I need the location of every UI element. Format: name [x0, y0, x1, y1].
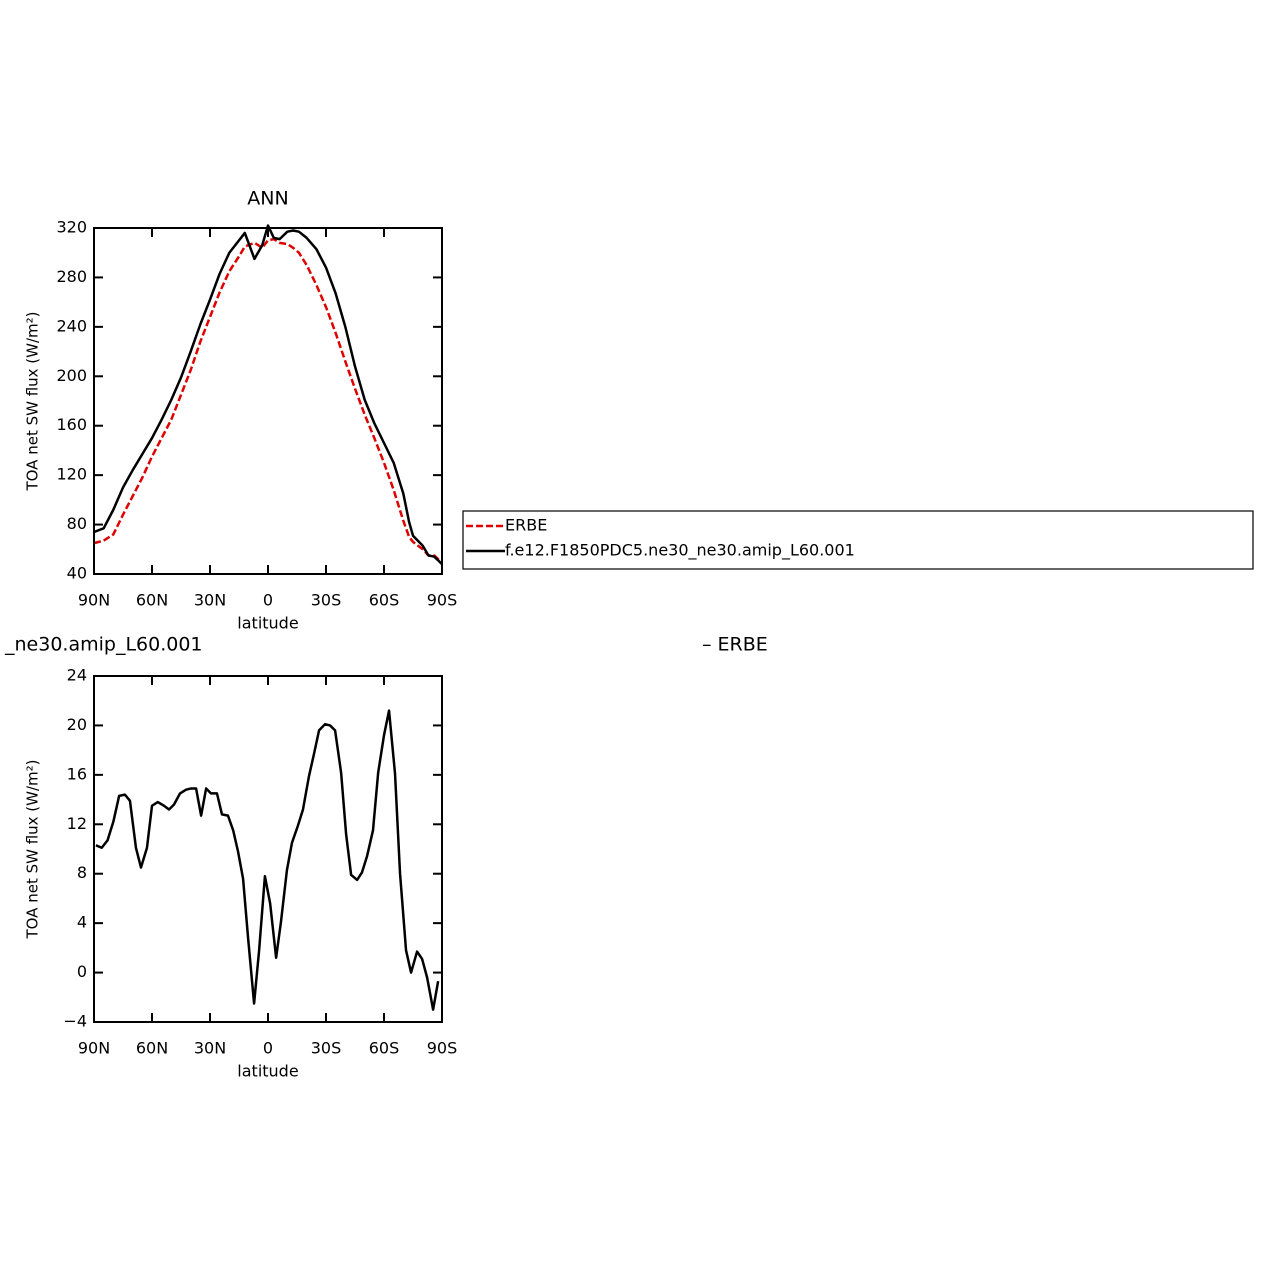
x-axis-label: latitude: [237, 1062, 298, 1081]
x-tick-label: 90S: [427, 591, 458, 610]
x-tick-label: 90S: [427, 1039, 458, 1058]
y-tick-label: 280: [56, 267, 87, 286]
y-tick-label: 320: [56, 218, 87, 237]
x-tick-label: 60N: [136, 591, 168, 610]
x-axis-label: latitude: [237, 614, 298, 633]
x-tick-label: 30S: [311, 591, 342, 610]
y-tick-label: 240: [56, 316, 87, 335]
y-axis-label: TOA net SW flux (W/m²): [24, 311, 42, 491]
legend-label: ERBE: [505, 516, 547, 535]
y-tick-label: 160: [56, 415, 87, 434]
y-tick-label: 20: [67, 715, 87, 734]
x-tick-label: 0: [263, 591, 273, 610]
y-tick-label: 12: [67, 814, 87, 833]
y-axis-label: TOA net SW flux (W/m²): [24, 759, 42, 939]
x-tick-label: 0: [263, 1039, 273, 1058]
y-tick-label: −4: [63, 1012, 87, 1031]
y-tick-label: 0: [77, 962, 87, 981]
y-tick-label: 120: [56, 465, 87, 484]
x-tick-label: 30N: [194, 1039, 226, 1058]
y-tick-label: 40: [67, 564, 87, 583]
legend-label: f.e12.F1850PDC5.ne30_ne30.amip_L60.001: [505, 541, 855, 561]
y-tick-label: 80: [67, 514, 87, 533]
x-tick-label: 90N: [78, 1039, 110, 1058]
data-line: [93, 237, 443, 565]
legend-box: [462, 510, 1254, 570]
y-tick-label: 4: [77, 913, 87, 932]
y-tick-label: 8: [77, 863, 87, 882]
chart-title: ANN: [247, 188, 288, 210]
x-tick-label: 30S: [311, 1039, 342, 1058]
x-tick-label: 60S: [369, 1039, 400, 1058]
x-tick-label: 30N: [194, 591, 226, 610]
left-title: _ne30.amip_L60.001: [4, 634, 203, 656]
data-line: [93, 224, 443, 566]
y-tick-label: 16: [67, 764, 87, 783]
data-line: [95, 709, 440, 1011]
x-tick-label: 90N: [78, 591, 110, 610]
y-tick-label: 200: [56, 366, 87, 385]
x-tick-label: 60S: [369, 591, 400, 610]
y-tick-label: 24: [67, 666, 87, 685]
right-title: – ERBE: [702, 634, 768, 656]
x-tick-label: 60N: [136, 1039, 168, 1058]
plot-frame: [93, 227, 443, 575]
